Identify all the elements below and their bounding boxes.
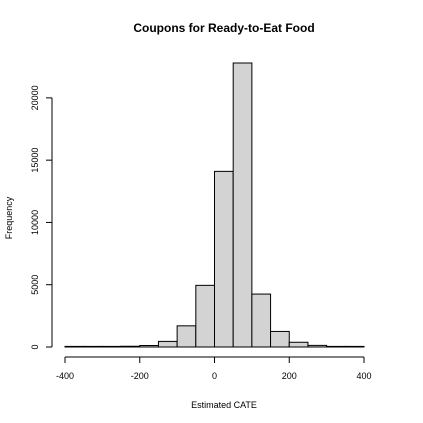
x-tick-label: -200: [131, 371, 149, 381]
x-tick-label: -400: [56, 371, 74, 381]
histogram-bar: [344, 345, 365, 348]
histogram-bar: [326, 345, 346, 348]
x-tick-label: 400: [356, 371, 371, 381]
y-tick-label: 0: [30, 344, 40, 349]
x-tick-label: 0: [212, 371, 217, 381]
x-axis: -400 -200 0 200 400: [56, 356, 372, 381]
histogram-bar: [83, 345, 103, 348]
histogram-bar: [120, 345, 141, 348]
y-axis-label: Frequency: [4, 196, 14, 239]
histogram-bar: [251, 293, 272, 348]
histogram-bar: [232, 62, 253, 348]
chart-title: Coupons for Ready-to-Eat Food: [133, 21, 314, 35]
y-tick-label: 20000: [30, 85, 40, 110]
x-tick-label: 200: [282, 371, 297, 381]
histogram-bar: [214, 170, 234, 348]
histogram-bar: [101, 345, 122, 348]
histogram-bar: [270, 330, 290, 348]
histogram-bar: [195, 284, 215, 348]
bars-group: [64, 62, 365, 348]
x-axis-label: Estimated CATE: [191, 400, 257, 410]
histogram-bar: [64, 345, 85, 348]
histogram-bar: [157, 340, 178, 348]
y-tick-label: 10000: [30, 210, 40, 235]
y-tick-label: 15000: [30, 148, 40, 173]
histogram-bar: [139, 345, 159, 348]
histogram-bar: [176, 325, 197, 348]
y-axis: 0 5000 10000 15000 20000: [30, 85, 53, 350]
histogram-bar: [288, 341, 309, 348]
histogram-bar: [307, 344, 328, 348]
y-tick-label: 5000: [30, 275, 40, 295]
